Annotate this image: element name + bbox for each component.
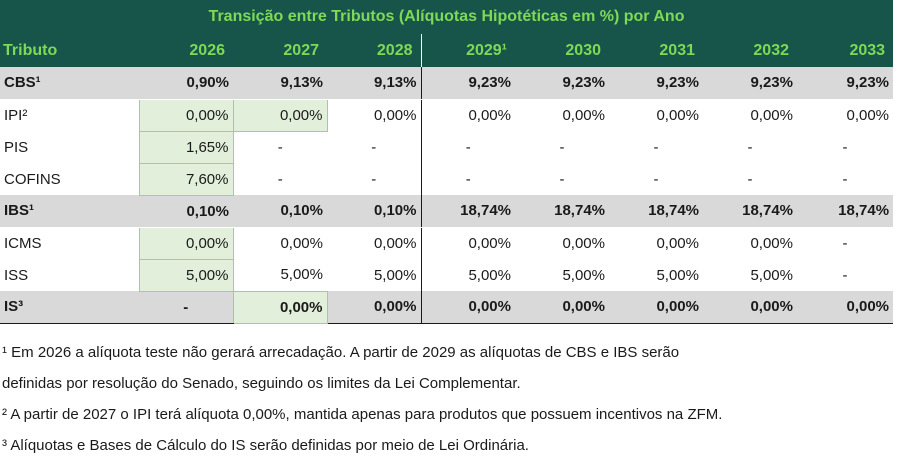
row-label: CBS¹ [0,67,139,100]
footnote-2: ² A partir de 2027 o IPI terá alíquota 0… [2,406,723,423]
header-2030: 2030 [515,34,609,67]
header-2031: 2031 [609,34,703,67]
table-cell: 9,23% [797,67,894,100]
table-cell: - [842,170,848,188]
table-cell: - [327,131,422,163]
row-label: ISS [4,266,29,284]
table-row-iss: ISS 5,00% 5,00% 5,00% 5,00% 5,00% 5,00% … [0,258,893,292]
table-cell: 0,10% [233,195,327,228]
table-row-cbs: CBS¹ 0,90% 9,13% 9,13% 9,23% 9,23% 9,23%… [0,67,894,100]
table-cell: 0,00% [797,291,894,324]
table-cell: 18,74% [609,195,703,228]
table-cell: 1,65% [138,130,234,164]
table-cell: 0,90% [139,67,233,100]
header-2033: 2033 [797,34,894,67]
table-cell: 0,10% [327,195,422,228]
table-cell: 0,10% [139,195,233,228]
header-2027: 2027 [233,34,327,67]
table-cell: - [327,163,422,195]
table-cell: 5,00% [468,266,511,284]
table-cell: 0,00% [232,98,328,132]
header-tributo: Tributo [0,34,139,67]
table-cell: 9,23% [609,67,703,100]
table-cell: 9,23% [421,67,515,100]
table-cell: 0,00% [138,226,234,260]
table-cell: - [559,170,565,188]
table-title: Transição entre Tributos (Alíquotas Hipo… [0,0,894,34]
table-cell: 0,00% [562,234,605,252]
table-cell: - [559,138,565,156]
row-label: IS³ [0,291,139,324]
row-label: COFINS [4,170,61,188]
table-cell: - [465,138,471,156]
table-cell: - [139,291,233,324]
table-cell: 9,13% [233,67,327,100]
table-cell: - [842,266,848,284]
table-cell: 0,00% [609,291,703,324]
footnote-3: ³ Alíquotas e Bases de Cálculo do IS ser… [2,437,529,454]
table-cell: 0,00% [468,106,511,124]
row-label: IPI² [4,106,28,124]
table-row-ibs: IBS¹ 0,10% 0,10% 0,10% 18,74% 18,74% 18,… [0,195,894,228]
table-cell: 5,00% [750,266,793,284]
table-cell: - [747,170,753,188]
table-cell: - [653,170,659,188]
row-label: ICMS [4,234,42,252]
table-cell: 0,00% [327,99,422,131]
table-cell: 0,00% [327,227,422,259]
table-cell: - [747,138,753,156]
table-cell: - [842,138,848,156]
table-cell: 9,23% [703,67,797,100]
header-2028: 2028 [327,34,422,67]
table-cell: 5,00% [562,266,605,284]
table-cell: 18,74% [515,195,609,228]
table-cell: 0,00% [750,234,793,252]
table-cell: 9,13% [327,67,422,100]
table-cell: - [277,138,283,156]
table-cell: 0,00% [421,291,515,324]
table-cell: 0,00% [232,290,328,324]
table-cell: - [465,170,471,188]
table-cell: 0,00% [750,106,793,124]
table-row-cofins: COFINS 7,60% - - - - - - - [0,162,893,196]
table-row-ipi: IPI² 0,00% 0,00% 0,00% 0,00% 0,00% 0,00%… [0,98,893,132]
table-cell: 5,00% [138,258,234,292]
table-cell: 5,00% [327,259,422,291]
table-row-icms: ICMS 0,00% 0,00% 0,00% 0,00% 0,00% 0,00%… [0,226,893,260]
table-cell: 5,00% [280,266,323,284]
table-cell: 0,00% [468,234,511,252]
footnote-1-line-2: definidas por resolução do Senado, segui… [2,375,521,392]
table-cell: 18,74% [703,195,797,228]
footnote-1-line-1: ¹ Em 2026 a alíquota teste não gerará ar… [2,344,680,361]
table-row-is: IS³ - 0,00% 0,00% 0,00% 0,00% 0,00% 0,00… [0,290,894,324]
table-cell: 7,60% [138,162,234,196]
header-2029: 2029¹ [421,34,515,67]
table-cell: 0,00% [846,106,890,124]
table-title-row: Transição entre Tributos (Alíquotas Hipo… [0,0,894,34]
table-cell: - [653,138,659,156]
tax-transition-table: Transição entre Tributos (Alíquotas Hipo… [0,0,894,324]
table-cell: 0,00% [327,291,422,324]
table-cell: 9,23% [515,67,609,100]
table-cell: 5,00% [656,266,699,284]
header-2026: 2026 [139,34,233,67]
table-cell: 18,74% [421,195,515,228]
row-label: PIS [4,138,29,156]
table-cell: 0,00% [656,106,699,124]
row-label: IBS¹ [0,195,139,228]
table-cell: 0,00% [280,234,323,252]
header-2032: 2032 [703,34,797,67]
table-cell: 0,00% [562,106,605,124]
table-cell: 0,00% [138,98,234,132]
table-header-row: Tributo 2026 2027 2028 2029¹ 2030 2031 2… [0,34,894,67]
table-cell: - [842,234,848,252]
footnotes: ¹ Em 2026 a alíquota teste não gerará ar… [2,337,910,461]
table-cell: 18,74% [797,195,894,228]
table-row-pis: PIS 1,65% - - - - - - - [0,130,893,164]
table-cell: 0,00% [515,291,609,324]
table-cell: - [277,170,283,188]
table-cell: 0,00% [656,234,699,252]
table-cell: 0,00% [703,291,797,324]
